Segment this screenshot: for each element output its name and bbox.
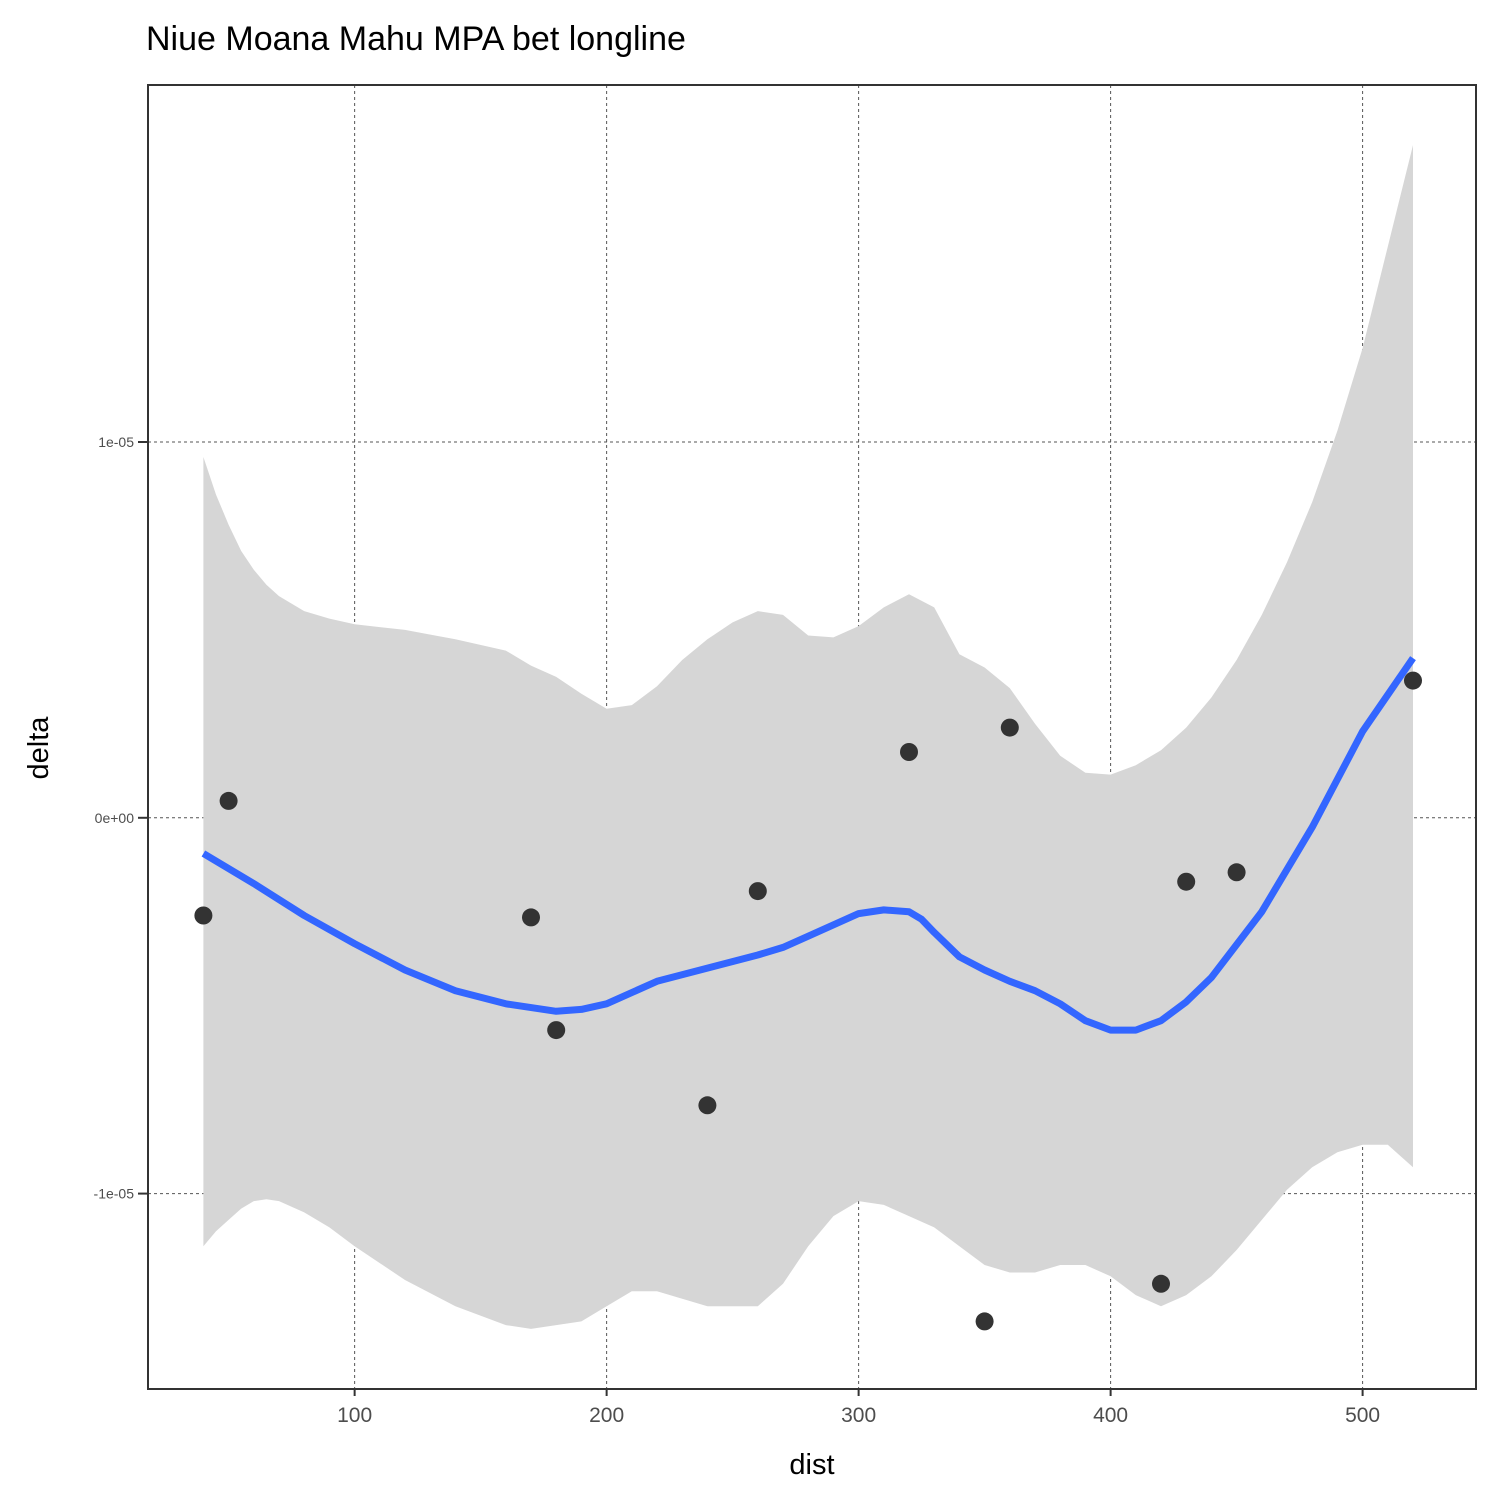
x-axis-title: dist <box>789 1449 834 1481</box>
scatter-point <box>219 791 238 810</box>
scatter-point <box>1177 872 1196 891</box>
y-tick-label: 0e+00 <box>95 810 135 826</box>
confidence-band-layer <box>203 145 1413 1329</box>
scatter-point <box>1404 671 1422 690</box>
chart-title: Niue Moana Mahu MPA bet longline <box>146 20 686 58</box>
y-axis-title: delta <box>23 716 55 780</box>
x-tick-label: 100 <box>337 1404 372 1427</box>
x-tick-label: 300 <box>841 1404 876 1427</box>
x-tick-label: 500 <box>1345 1404 1380 1427</box>
scatter-point <box>748 882 767 901</box>
x-tick-label: 400 <box>1093 1404 1128 1427</box>
scatter-point <box>698 1096 717 1115</box>
scatter-point <box>1227 863 1246 882</box>
scatter-points-layer <box>194 671 1422 1331</box>
scatter-point <box>1000 718 1019 737</box>
scatter-point <box>522 908 540 927</box>
x-tick-label: 200 <box>589 1404 624 1427</box>
plot-frame <box>147 84 1477 1390</box>
scatter-point <box>1152 1274 1170 1293</box>
y-tick-label: -1e-05 <box>94 1186 135 1202</box>
scatter-point <box>547 1021 566 1040</box>
smooth-line-layer <box>201 656 1416 1034</box>
scatter-point <box>975 1312 994 1331</box>
axis-ticks: 100 200 300 400 500 -1e-05 0e+00 1e-05 <box>94 434 1381 1427</box>
scatter-point <box>900 743 918 761</box>
y-tick-label: 1e-05 <box>98 434 134 450</box>
plot-border <box>147 84 1477 1390</box>
confidence-band <box>203 145 1413 1329</box>
smooth-line <box>201 656 1416 1034</box>
scatter-point <box>194 906 213 925</box>
